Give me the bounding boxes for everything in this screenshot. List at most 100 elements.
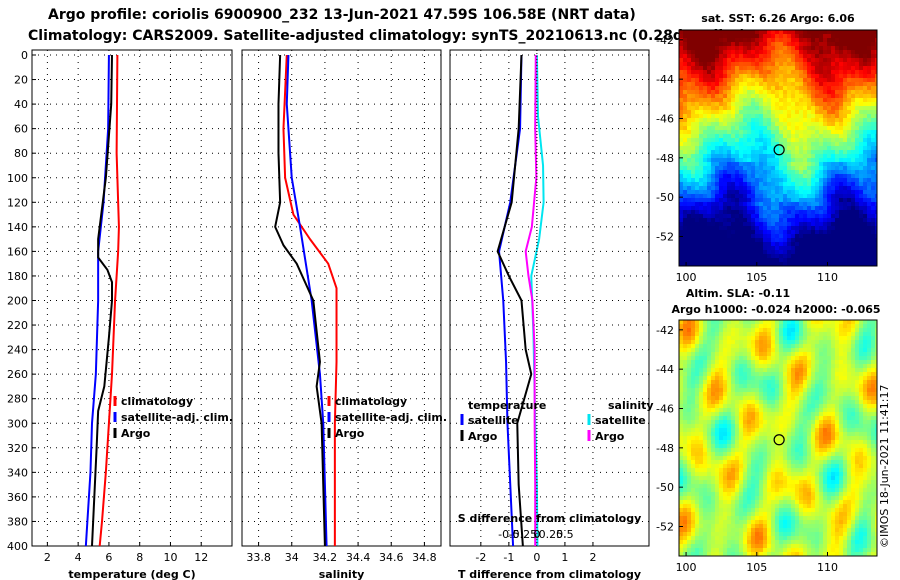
map-cell [759, 154, 763, 158]
map-cell [739, 86, 743, 90]
map-cell [679, 436, 683, 440]
map-cell [851, 214, 855, 218]
map-cell [747, 250, 751, 254]
map-cell [703, 182, 707, 186]
map-cell [839, 166, 843, 170]
map-cell [783, 460, 787, 464]
map-cell [819, 174, 823, 178]
map-cell [679, 444, 683, 448]
map-cell [783, 126, 787, 130]
difference-xtick-label: -1 [503, 551, 514, 564]
map-cell [727, 344, 731, 348]
map-cell [743, 134, 747, 138]
map-cell [731, 376, 735, 380]
map-cell [827, 46, 831, 50]
map-cell [827, 150, 831, 154]
map-cell [815, 178, 819, 182]
map-cell [819, 352, 823, 356]
map-cell [815, 230, 819, 234]
map-cell [707, 66, 711, 70]
map-cell [803, 222, 807, 226]
map-cell [707, 54, 711, 58]
map-cell [795, 384, 799, 388]
map-cell [723, 78, 727, 82]
map-cell [799, 186, 803, 190]
map-cell [691, 460, 695, 464]
map-cell [783, 198, 787, 202]
map-cell [683, 360, 687, 364]
map-cell [711, 238, 715, 242]
map-cell [735, 50, 739, 54]
map-cell [699, 186, 703, 190]
map-cell [691, 452, 695, 456]
map-cell [759, 336, 763, 340]
map-cell [779, 440, 783, 444]
map-cell [719, 46, 723, 50]
map-cell [711, 242, 715, 246]
map-cell [691, 254, 695, 258]
map-cell [839, 138, 843, 142]
map-cell [807, 388, 811, 392]
map-cell [679, 428, 683, 432]
ytick-label: 100 [7, 172, 28, 185]
map-cell [711, 428, 715, 432]
map-cell [823, 460, 827, 464]
map-cell [851, 110, 855, 114]
map-cell [819, 336, 823, 340]
map-cell [835, 324, 839, 328]
map-cell [811, 154, 815, 158]
map-cell [815, 258, 819, 262]
map-cell [683, 352, 687, 356]
map-cell [835, 368, 839, 372]
map-cell [767, 202, 771, 206]
map-cell [723, 348, 727, 352]
map-cell [703, 30, 707, 34]
map-cell [703, 352, 707, 356]
map-cell [815, 460, 819, 464]
map-cell [823, 448, 827, 452]
map-cell [735, 166, 739, 170]
map-cell [875, 412, 877, 416]
map-cell [851, 404, 855, 408]
map-cell [831, 70, 835, 74]
map-cell [775, 344, 779, 348]
map-cell [723, 134, 727, 138]
map-cell [827, 50, 831, 54]
map-cell [771, 372, 775, 376]
map-cell [859, 178, 863, 182]
map-cell [835, 456, 839, 460]
map-cell [799, 146, 803, 150]
map-cell [867, 82, 871, 86]
map-cell [763, 42, 767, 46]
map-cell [791, 456, 795, 460]
map-cell [791, 198, 795, 202]
map-cell [751, 340, 755, 344]
map-cell [731, 138, 735, 142]
map-cell [803, 392, 807, 396]
map-cell [759, 30, 763, 34]
map-cell [763, 218, 767, 222]
map-cell [759, 340, 763, 344]
map-cell [843, 364, 847, 368]
map-cell [739, 142, 743, 146]
map-cell [735, 170, 739, 174]
map-cell [711, 324, 715, 328]
map-cell [871, 82, 875, 86]
map-cell [787, 348, 791, 352]
map-cell [703, 420, 707, 424]
map-cell [831, 154, 835, 158]
map-cell [747, 190, 751, 194]
map-cell [719, 138, 723, 142]
map-cell [779, 436, 783, 440]
map-cell [831, 182, 835, 186]
map-cell [847, 142, 851, 146]
map-cell [767, 352, 771, 356]
map-cell [699, 98, 703, 102]
map-cell [855, 170, 859, 174]
map-cell [699, 258, 703, 262]
map-cell [867, 190, 871, 194]
map-cell [843, 452, 847, 456]
map-cell [839, 404, 843, 408]
map-cell [815, 58, 819, 62]
map-cell [755, 114, 759, 118]
